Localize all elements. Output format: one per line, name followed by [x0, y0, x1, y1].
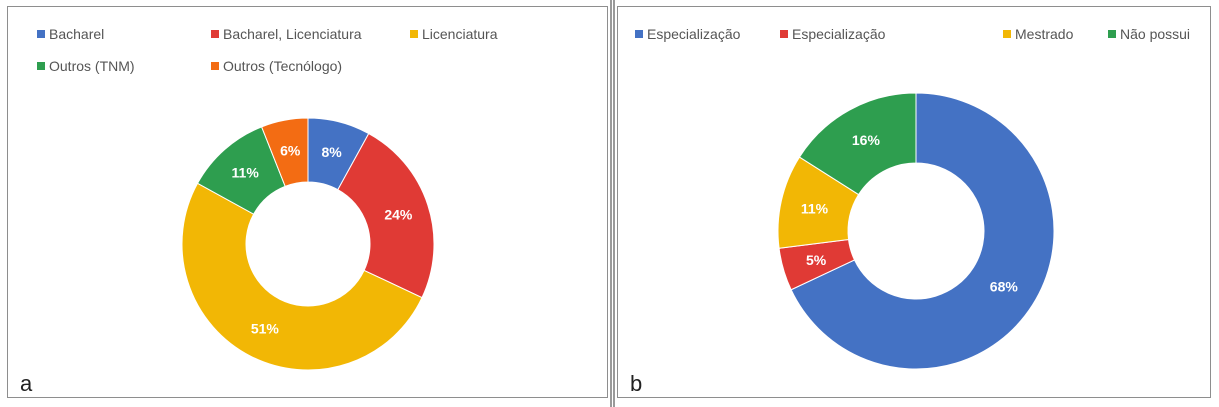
- legend-swatch: [410, 30, 418, 38]
- slice-value-label: 5%: [806, 252, 827, 268]
- donut-chart-b: 68% 5% 11% 16%: [777, 92, 1055, 370]
- legend-swatch: [211, 62, 219, 70]
- legend-item: Bacharel, Licenciatura: [211, 26, 362, 42]
- legend-item: Outros (Tecnólogo): [211, 58, 342, 74]
- legend-label: Bacharel, Licenciatura: [223, 26, 362, 42]
- legend-label: Especialização: [647, 26, 741, 42]
- slice-value-label: 16%: [852, 132, 881, 148]
- legend-swatch: [37, 62, 45, 70]
- panel-letter: b: [630, 371, 643, 396]
- legend-label: Outros (Tecnólogo): [223, 58, 343, 74]
- legend-label: Especialização: [792, 26, 886, 42]
- legend-label: Bacharel: [49, 26, 105, 42]
- legend-swatch: [37, 30, 45, 38]
- legend-item: Mestrado: [1003, 26, 1073, 42]
- legend-swatch: [1108, 30, 1116, 38]
- slice-value-label: 51%: [251, 321, 280, 337]
- legend-swatch: [211, 30, 219, 38]
- legend-item: Licenciatura: [410, 26, 498, 42]
- legend-label: Licenciatura: [422, 26, 498, 42]
- donut-slice: [260, 117, 309, 188]
- donut-slice: [790, 92, 1055, 370]
- slice-value-label: 68%: [990, 279, 1019, 295]
- panel-divider: [610, 0, 615, 407]
- legend-item: Especialização: [635, 26, 740, 42]
- legend-swatch: [1003, 30, 1011, 38]
- legend-label: Mestrado: [1015, 26, 1074, 42]
- donut-slice: [337, 132, 435, 299]
- slice-value-label: 11%: [801, 200, 829, 216]
- legend-swatch: [780, 30, 788, 38]
- slice-value-label: 6%: [280, 143, 301, 159]
- legend-swatch: [635, 30, 643, 38]
- panel-letter: a: [20, 371, 33, 396]
- slice-value-label: 11%: [232, 165, 260, 181]
- legend-item: Não possui: [1108, 26, 1190, 42]
- chart-panel-a: Bacharel Bacharel, Licenciatura Licencia…: [7, 6, 608, 398]
- chart-panel-b: Especialização Especialização Mestrado N…: [617, 6, 1211, 398]
- legend-item: Bacharel: [37, 26, 104, 42]
- legend-item: Outros (TNM): [37, 58, 135, 74]
- legend-label: Outros (TNM): [49, 58, 135, 74]
- slice-value-label: 8%: [322, 144, 343, 160]
- donut-slice: [181, 182, 423, 371]
- donut-slice: [798, 92, 917, 196]
- legend-label: Não possui: [1120, 26, 1191, 42]
- slice-value-label: 24%: [384, 207, 413, 223]
- legend-item: Especialização: [780, 26, 885, 42]
- donut-chart-a: 8% 24% 51% 11% 6%: [181, 117, 435, 371]
